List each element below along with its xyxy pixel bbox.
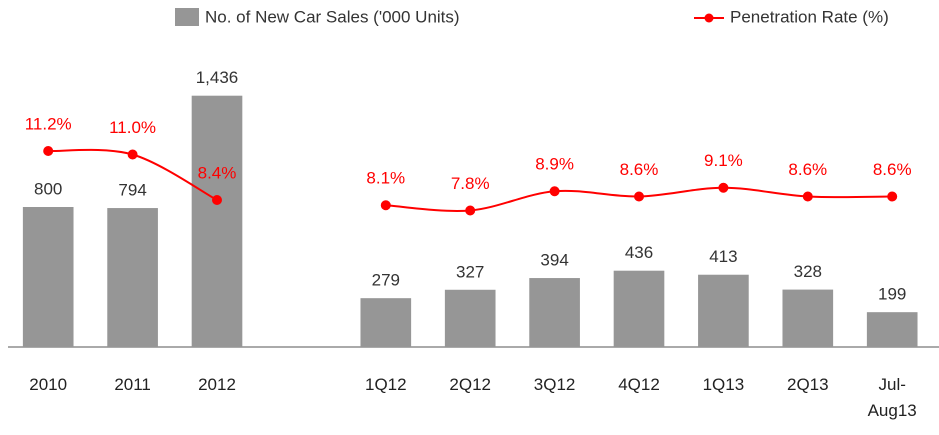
bar-value-label: 436 — [625, 243, 653, 262]
bar — [22, 207, 74, 347]
legend-swatch — [175, 8, 199, 26]
bar-value-label: 794 — [118, 181, 146, 200]
line-marker — [465, 205, 476, 216]
line-marker — [887, 191, 898, 202]
bar — [529, 278, 580, 347]
bar-value-label: 1,436 — [196, 68, 239, 87]
line-value-label: 9.1% — [704, 151, 743, 170]
bar — [107, 208, 158, 347]
x-tick-label: 4Q12 — [618, 375, 660, 394]
line-marker — [380, 200, 391, 211]
line-marker — [212, 195, 222, 205]
line-value-label: 8.9% — [535, 155, 574, 174]
line-value-label: 7.8% — [451, 174, 490, 193]
x-tick-label: 3Q12 — [533, 375, 576, 394]
bar-value-label: 327 — [456, 262, 484, 281]
line-value-label: 8.1% — [366, 169, 405, 188]
line-marker — [549, 186, 560, 197]
bar-value-label: 199 — [878, 285, 906, 304]
bar-value-label: 279 — [372, 271, 400, 290]
line-value-label: 11.0% — [109, 118, 156, 137]
x-tick-label: 2010 — [29, 375, 68, 394]
bar — [782, 289, 834, 347]
bar-value-label: 394 — [540, 251, 568, 270]
bar-value-label: 328 — [794, 262, 822, 281]
x-tick-label: 2012 — [198, 375, 236, 394]
line-marker — [127, 149, 138, 160]
line-value-label: 11.2% — [25, 114, 72, 133]
legend-label: Penetration Rate (%) — [730, 7, 889, 26]
x-tick-label: 2Q13 — [787, 375, 829, 394]
line-marker — [802, 191, 813, 202]
line-marker — [634, 191, 644, 202]
x-tick-label: 1Q12 — [365, 375, 407, 394]
line-value-label: 8.4% — [198, 163, 237, 182]
line-marker — [43, 146, 54, 156]
x-tick-label: 1Q13 — [702, 375, 745, 394]
bar — [613, 270, 665, 347]
x-tick-label: 2011 — [114, 375, 151, 394]
line-value-label: 8.6% — [873, 160, 912, 179]
bar — [698, 274, 749, 347]
bar — [360, 298, 412, 347]
line-value-label: 8.6% — [620, 160, 659, 179]
bar — [866, 312, 918, 347]
legend-marker — [704, 13, 714, 23]
x-tick-label: 2Q12 — [449, 375, 491, 394]
legend-label: No. of New Car Sales ('000 Units) — [205, 7, 460, 26]
x-tick-label: Jul-Aug13 — [867, 375, 917, 420]
line-value-label: 8.6% — [788, 160, 827, 179]
bar — [191, 95, 243, 347]
bar — [444, 289, 496, 347]
line-marker — [718, 182, 729, 193]
bar-value-label: 413 — [709, 247, 737, 266]
bar-value-label: 800 — [34, 179, 62, 198]
